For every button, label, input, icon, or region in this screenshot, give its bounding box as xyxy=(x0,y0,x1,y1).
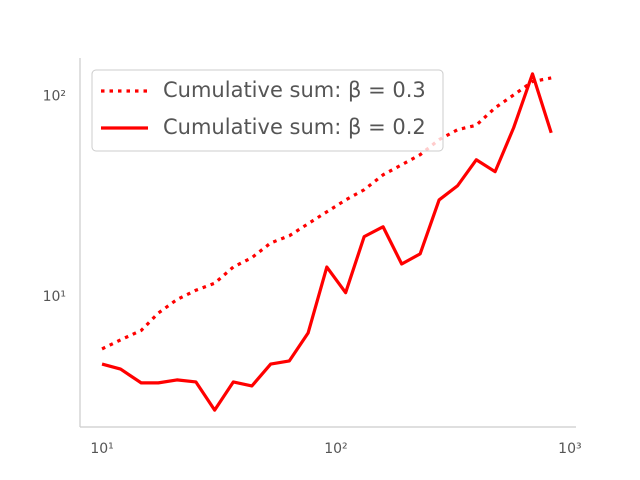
y-tick-label: 10² xyxy=(43,89,66,105)
x-tick-label: 10¹ xyxy=(90,441,113,457)
legend-label: Cumulative sum: β = 0.2 xyxy=(163,115,426,139)
series-line xyxy=(101,72,553,412)
x-tick-label: 10³ xyxy=(558,441,581,457)
x-tick-label: 10² xyxy=(324,441,347,457)
y-tick-label: 10¹ xyxy=(43,289,66,305)
legend: Cumulative sum: β = 0.3 Cumulative sum: β… xyxy=(91,69,444,152)
series-line xyxy=(101,76,552,351)
legend-box xyxy=(91,69,444,152)
legend-label: Cumulative sum: β = 0.3 xyxy=(163,78,426,102)
